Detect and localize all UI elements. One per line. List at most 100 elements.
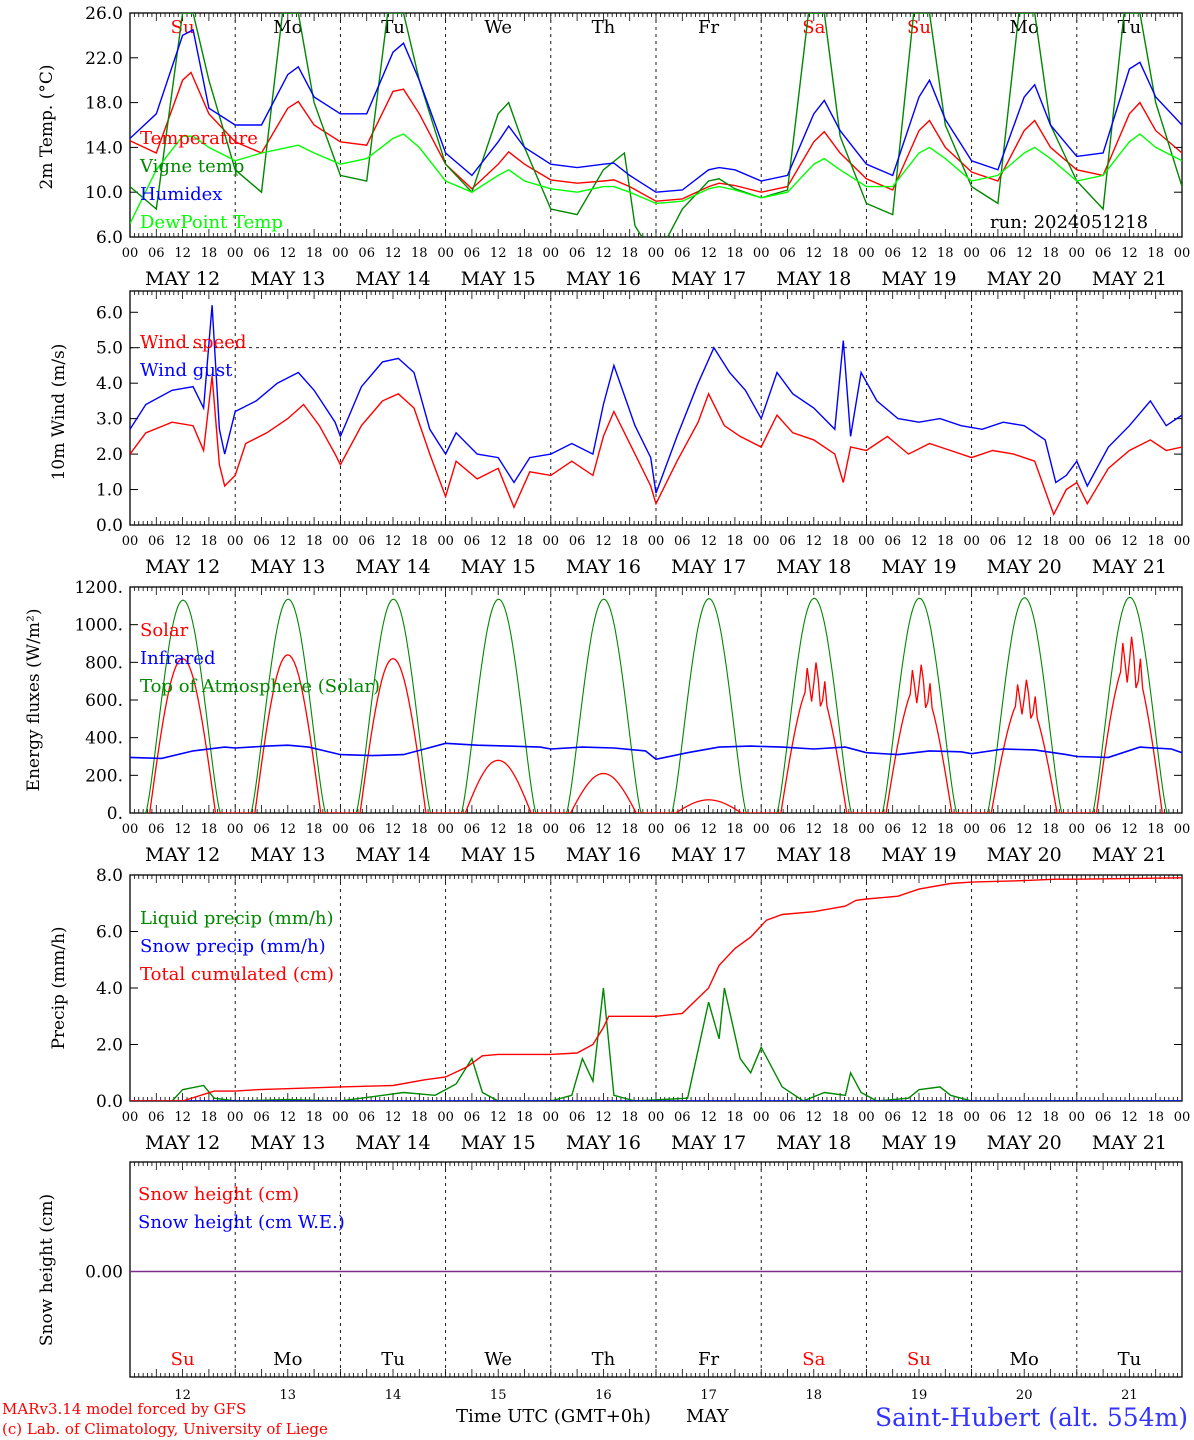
hour-tick-label: 00	[963, 1110, 980, 1125]
hour-tick-label: 00	[648, 534, 665, 549]
date-label: MAY 20	[987, 268, 1062, 290]
hour-tick-label: 18	[621, 246, 638, 261]
hour-tick-label: 12	[911, 246, 928, 261]
series-line-humidex	[130, 28, 1182, 193]
hour-tick-label: 18	[516, 246, 533, 261]
hour-tick-label: 00	[648, 822, 665, 837]
hour-tick-label: 00	[543, 1110, 560, 1125]
precip-legend-liquid: Liquid precip (mm/h)	[140, 908, 334, 929]
date-label: MAY 17	[671, 1132, 746, 1154]
hour-tick-label: 12	[595, 534, 612, 549]
hour-tick-label: 12	[700, 534, 717, 549]
hour-tick-label: 12	[806, 534, 823, 549]
y-tick-label: 4.0	[96, 374, 123, 394]
y-tick-label: 2.0	[96, 445, 123, 465]
hour-tick-label: 18	[832, 822, 849, 837]
hour-tick-label: 18	[937, 534, 954, 549]
date-label: MAY 15	[461, 268, 536, 290]
day-number-label: 13	[280, 1388, 297, 1403]
y-tick-label: 800.	[85, 653, 123, 673]
series-line-temperature	[130, 71, 1182, 202]
hour-tick-label: 00	[543, 534, 560, 549]
series-line-vigne-temp	[130, 13, 1182, 237]
hour-tick-label: 18	[306, 534, 323, 549]
hour-tick-label: 06	[884, 534, 901, 549]
hour-tick-label: 12	[595, 246, 612, 261]
y-tick-label: 4.0	[96, 979, 123, 999]
weekday-label: Tu	[381, 1349, 405, 1370]
hour-tick-label: 00	[1174, 246, 1191, 261]
hour-tick-label: 06	[464, 822, 481, 837]
y-tick-label: 0.0	[96, 516, 123, 536]
hour-tick-label: 12	[700, 1110, 717, 1125]
hour-tick-label: 18	[201, 534, 218, 549]
date-label: MAY 16	[566, 1132, 641, 1154]
hour-tick-label: 00	[227, 534, 244, 549]
hour-tick-label: 12	[911, 534, 928, 549]
weekday-label: We	[484, 17, 512, 38]
hour-tick-label: 12	[385, 1110, 402, 1125]
hour-tick-label: 06	[464, 534, 481, 549]
hour-tick-label: 00	[1174, 1110, 1191, 1125]
snow-legend-height: Snow height (cm)	[138, 1184, 299, 1205]
precip-legend-total: Total cumulated (cm)	[140, 964, 334, 985]
hour-tick-label: 18	[306, 1110, 323, 1125]
run-annotation: run: 2024051218	[990, 212, 1148, 233]
hour-tick-label: 00	[1174, 534, 1191, 549]
hour-tick-label: 12	[1016, 822, 1033, 837]
hour-tick-label: 00	[332, 1110, 349, 1125]
date-label: MAY 18	[776, 556, 851, 578]
hour-tick-label: 18	[727, 1110, 744, 1125]
hour-tick-label: 06	[358, 246, 375, 261]
hour-tick-label: 18	[937, 1110, 954, 1125]
y-tick-label: 400.	[85, 729, 123, 749]
hour-tick-label: 18	[727, 534, 744, 549]
date-label: MAY 12	[145, 556, 220, 578]
hour-tick-label: 00	[332, 246, 349, 261]
x-axis-label: Time UTC (GMT+0h)	[456, 1406, 651, 1427]
hour-tick-label: 18	[1147, 534, 1164, 549]
energy-legend-toa: Top of Atmosphere (Solar)	[140, 676, 380, 697]
hour-tick-label: 06	[674, 246, 691, 261]
hour-tick-label: 18	[832, 246, 849, 261]
hour-tick-label: 06	[884, 1110, 901, 1125]
day-number-label: 16	[595, 1388, 612, 1403]
weekday-label: Mo	[273, 1349, 302, 1370]
hour-tick-label: 06	[253, 534, 270, 549]
date-label: MAY 16	[566, 268, 641, 290]
y-tick-label: 6.0	[96, 228, 123, 248]
hour-tick-label: 06	[464, 1110, 481, 1125]
hour-tick-label: 00	[437, 246, 454, 261]
hour-tick-label: 06	[1095, 822, 1112, 837]
y-tick-label: 26.0	[85, 4, 123, 24]
wind-panel: 00 06 12 18 MAY 12 00 06 12 18 MAY 13 00 06 12 18 MAY …	[49, 290, 1191, 578]
date-label: MAY 18	[776, 1132, 851, 1154]
hour-tick-label: 00	[858, 534, 875, 549]
hour-tick-label: 06	[569, 1110, 586, 1125]
temperature-y-axis-label: 2m Temp. (°C)	[37, 64, 57, 189]
hour-tick-label: 12	[280, 1110, 297, 1125]
weekday-label: Su	[907, 17, 931, 38]
hour-tick-label: 12	[700, 822, 717, 837]
hour-tick-label: 00	[963, 822, 980, 837]
hour-tick-label: 00	[437, 534, 454, 549]
date-label: MAY 17	[671, 268, 746, 290]
hour-tick-label: 06	[990, 1110, 1007, 1125]
y-tick-label: 2.0	[96, 1036, 123, 1056]
hour-tick-label: 06	[569, 822, 586, 837]
weekday-label: Mo	[273, 17, 302, 38]
temperature-panel: 00 06 12 18 MAY 12 00 06 12 18 MAY 13 00 06 12 18 MAY …	[37, 4, 1190, 290]
infrared-series	[130, 742, 1182, 761]
hour-tick-label: 00	[858, 822, 875, 837]
hour-tick-label: 12	[280, 246, 297, 261]
hour-tick-label: 18	[201, 1110, 218, 1125]
hour-tick-label: 12	[490, 534, 507, 549]
hour-tick-label: 06	[358, 822, 375, 837]
y-tick-label: 18.0	[85, 94, 123, 114]
hour-tick-label: 18	[621, 1110, 638, 1125]
series-line-dewpoint-temp	[130, 133, 1182, 224]
date-label: MAY 18	[776, 844, 851, 866]
date-label: MAY 15	[461, 844, 536, 866]
y-tick-label: 0.0	[96, 1092, 123, 1112]
